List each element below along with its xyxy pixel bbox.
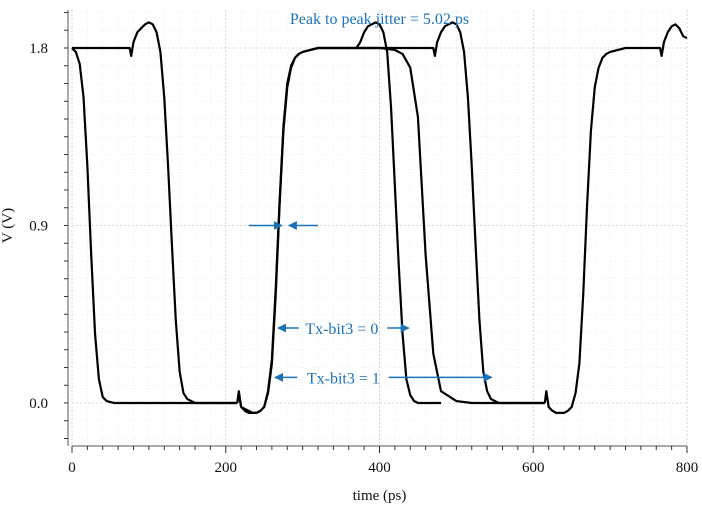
y-tick-label: 1.8 <box>29 41 48 57</box>
major-gridlines <box>71 10 688 446</box>
tx-bit3-1-annotation: Tx-bit3 = 1 <box>307 370 380 387</box>
jitter-annotation: Peak to peak jitter = 5.02 ps <box>290 11 469 28</box>
waveform-line-4 <box>236 21 441 414</box>
x-tick-label: 600 <box>522 460 545 476</box>
waveform-line-6 <box>543 23 688 414</box>
x-tick-label: 400 <box>368 460 391 476</box>
x-tick-label: 800 <box>676 460 699 476</box>
x-tick-label: 200 <box>215 460 238 476</box>
x-axis-title: time (ps) <box>353 488 407 504</box>
tx-bit3-0-annotation: Tx-bit3 = 0 <box>305 321 378 338</box>
x-tick-label: 0 <box>68 460 76 476</box>
y-axis-title: V (V) <box>0 208 16 243</box>
y-axis-ticks: 0.0 0.9 1.8 <box>29 12 68 439</box>
x-axis-ticks: 0 200 400 600 800 <box>68 446 698 476</box>
waveform-line-2 <box>72 21 238 405</box>
waveform-line-5 <box>356 21 545 405</box>
y-tick-label: 0.0 <box>29 396 48 412</box>
y-tick-label: 0.9 <box>29 219 48 235</box>
waveform-series <box>71 21 688 414</box>
annotation-arrows <box>248 221 493 382</box>
waveform-line-1 <box>71 47 238 405</box>
